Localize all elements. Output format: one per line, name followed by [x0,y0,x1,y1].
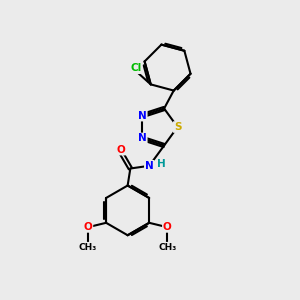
Text: O: O [163,222,172,232]
Text: N: N [145,161,154,171]
Text: N: N [138,134,147,143]
Text: CH₃: CH₃ [158,243,176,252]
Text: S: S [174,122,181,132]
Text: H: H [157,159,166,170]
Text: N: N [138,111,147,121]
Text: O: O [116,145,125,154]
Text: O: O [84,222,92,232]
Text: CH₃: CH₃ [79,243,97,252]
Text: Cl: Cl [130,63,142,73]
